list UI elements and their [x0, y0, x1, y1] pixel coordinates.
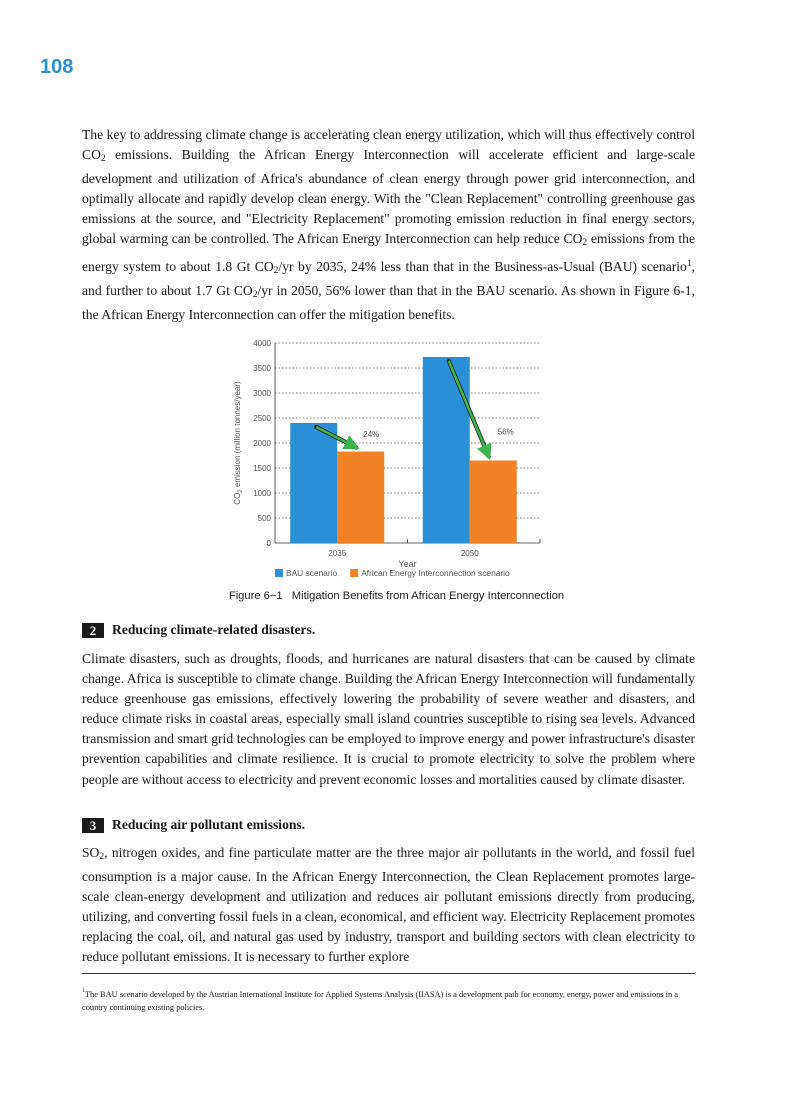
y-tick-label: 3500: [253, 364, 271, 373]
section-number: 2: [82, 622, 104, 638]
legend-swatch-0: [275, 569, 283, 577]
footnote-text: The BAU scenario developed by the Austri…: [82, 990, 678, 1012]
text-run: emissions from the energy system to abou…: [82, 231, 695, 274]
legend-swatch-1: [350, 569, 359, 577]
bar-bau-2035: [290, 423, 338, 543]
subscript: 2: [100, 154, 106, 165]
reduction-arrow: [315, 425, 360, 450]
bar-bau-2050: [422, 357, 470, 543]
y-tick-label: 2000: [253, 439, 271, 448]
subscript: 2: [99, 852, 105, 862]
y-tick-label: 4000: [253, 339, 271, 348]
text-run: , and further to about 1.7 Gt CO: [82, 258, 695, 298]
y-tick-label: 1000: [253, 489, 271, 498]
bar-aei-2050: [469, 460, 517, 543]
intro-paragraph: The key to addressing climate change is …: [82, 125, 695, 325]
bar-aei-2035: [337, 451, 385, 543]
reduction-label: 24%: [363, 430, 379, 439]
footnote: 1The BAU scenario developed by the Austr…: [82, 985, 695, 1014]
section-heading-pollutants: 3 Reducing air pollutant emissions.: [82, 817, 305, 833]
reduction-label: 56%: [498, 428, 514, 437]
figure-label: Figure 6−1: [228, 590, 283, 602]
legend-label-1: African Energy Interconnection scenario: [361, 568, 510, 578]
reduction-arrow: [447, 360, 492, 461]
text-run: , nitrogen oxides, and fine particulate …: [82, 845, 695, 965]
y-tick-label: 0: [267, 539, 272, 548]
footnote-reference: 1: [686, 258, 692, 269]
x-axis-label: Year: [398, 559, 416, 569]
subscript: 2: [252, 289, 258, 300]
y-axis-label-part: CO: [233, 493, 242, 505]
text-run: /yr by 2035, 24% less than that in the B…: [278, 258, 687, 274]
y-tick-label: 3000: [253, 389, 271, 398]
figure-title: Mitigation Benefits from African Energy …: [291, 590, 565, 602]
legend-label-0: BAU scenario: [286, 568, 338, 578]
disasters-paragraph: Climate disasters, such as droughts, flo…: [82, 651, 695, 787]
section-title: Reducing air pollutant emissions.: [112, 817, 306, 832]
text-run: /yr in 2050, 56% lower than that in the …: [82, 282, 695, 322]
text-run: emissions. Building the African Energy I…: [82, 147, 695, 247]
x-tick-label: 2035: [328, 549, 346, 558]
page-number: 108: [40, 56, 74, 78]
subscript: 2: [273, 265, 279, 276]
pollutants-paragraph: SO2, nitrogen oxides, and fine particula…: [82, 843, 695, 968]
x-tick-label: 2050: [461, 549, 479, 558]
text-run: SO: [82, 845, 100, 860]
footnote-divider: [82, 973, 695, 974]
footnote-mark: 1: [82, 988, 85, 994]
y-tick-label: 1500: [253, 464, 271, 473]
y-axis-label-subscript: 2: [238, 489, 244, 493]
y-axis-label-part: emission (million tonnes/year): [233, 381, 242, 489]
y-tick-label: 2500: [253, 414, 271, 423]
text-run: The key to addressing climate change is …: [82, 127, 695, 163]
figure-caption: Figure 6−1 Mitigation Benefits from Afri…: [0, 590, 793, 602]
section-title: Reducing climate-related disasters.: [112, 622, 316, 637]
section-number: 3: [82, 817, 104, 833]
section-heading-disasters: 2 Reducing climate-related disasters.: [82, 622, 315, 638]
mitigation-bar-chart: 0 500 1000 1500 2000 2500 3000 3500 4000 2035 2050…: [233, 339, 541, 578]
subscript: 2: [582, 238, 588, 249]
y-tick-label: 500: [258, 514, 272, 523]
y-axis-label: CO2 emission (million tonnes/year): [233, 381, 244, 505]
